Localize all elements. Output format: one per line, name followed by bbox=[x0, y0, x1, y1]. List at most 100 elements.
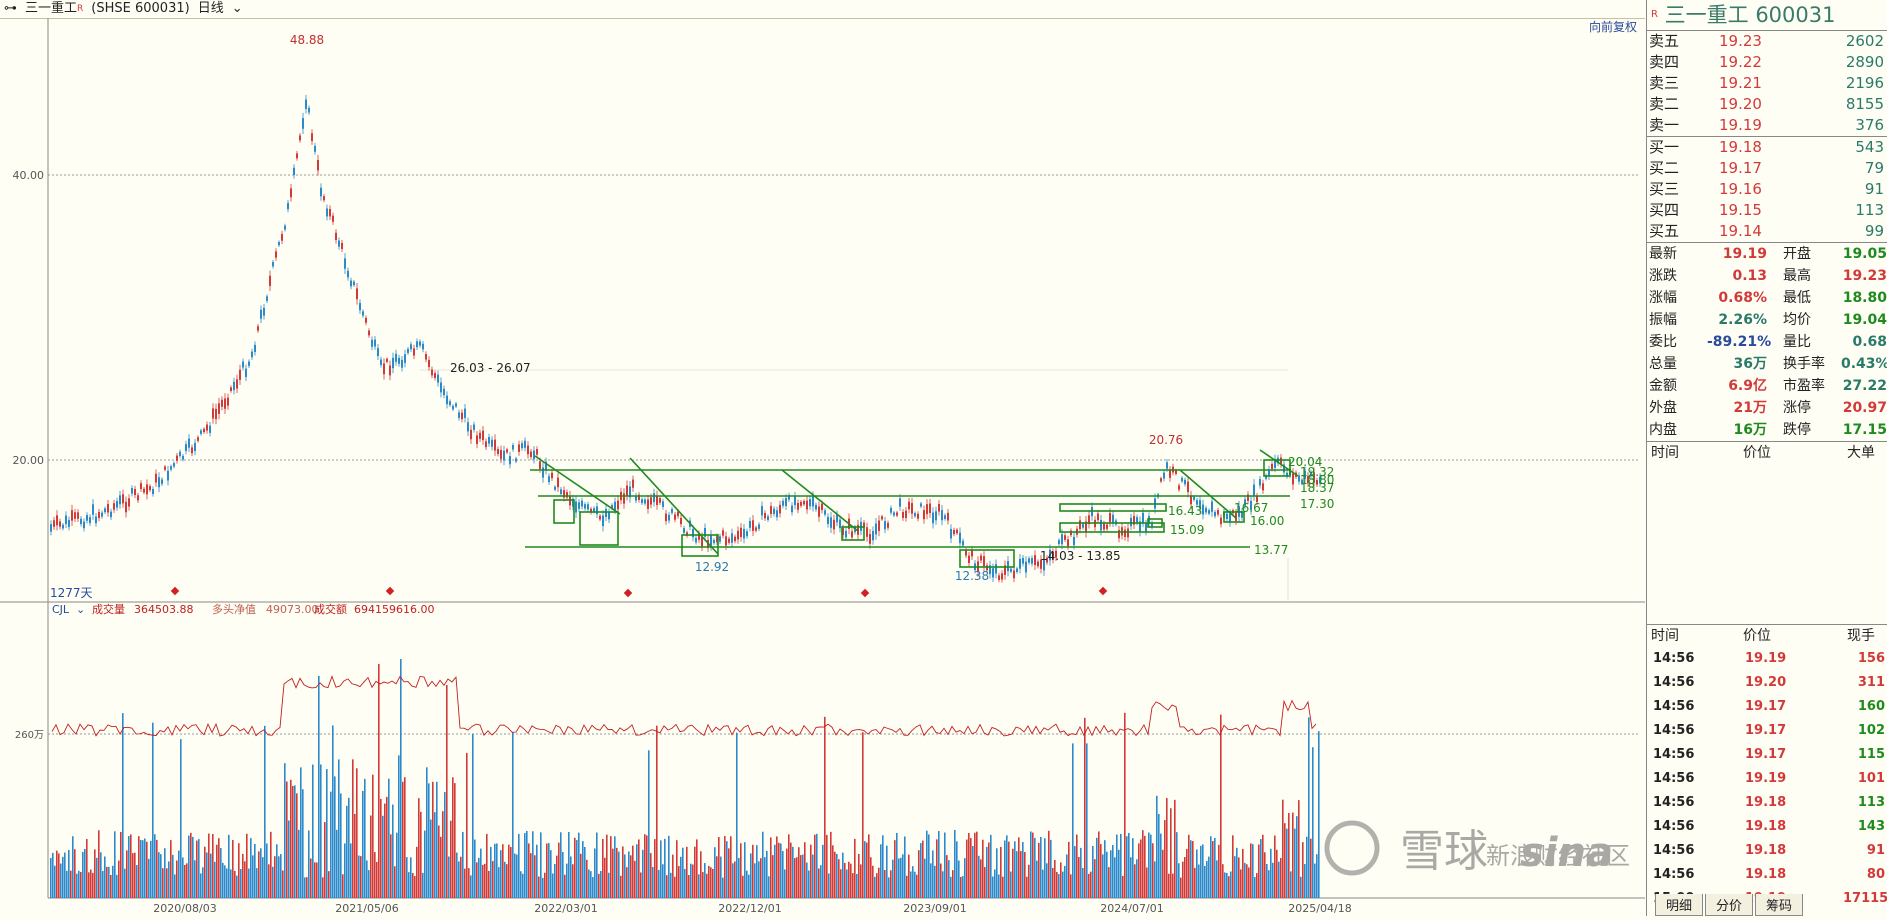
candle-body bbox=[299, 135, 301, 141]
candle-body bbox=[1184, 479, 1186, 485]
candle-body bbox=[1274, 459, 1276, 468]
volume-bar bbox=[1278, 861, 1280, 898]
candle-body bbox=[458, 412, 460, 418]
volume-bar bbox=[466, 752, 468, 898]
panel-tab[interactable]: 筹码 bbox=[1755, 894, 1804, 916]
candle-body bbox=[1127, 528, 1129, 538]
volume-bar bbox=[662, 864, 664, 898]
candle-body bbox=[527, 445, 529, 455]
volume-bar bbox=[564, 874, 566, 898]
volume-bar bbox=[650, 853, 652, 898]
volume-bar bbox=[346, 805, 348, 898]
volume-bar bbox=[1020, 851, 1022, 898]
level-label: 16.00 bbox=[1250, 514, 1284, 528]
volume-bar bbox=[1124, 712, 1126, 898]
candle-body bbox=[323, 196, 325, 201]
volume-bar bbox=[270, 831, 272, 898]
candle-body bbox=[56, 515, 58, 526]
volume-bar bbox=[854, 838, 856, 898]
volume-bar bbox=[1216, 860, 1218, 898]
tick-row: 14:56 19.17 160 bbox=[1653, 699, 1885, 714]
volume-bar bbox=[154, 834, 156, 898]
level-label: 16.67 bbox=[1234, 501, 1268, 515]
vol-indicator[interactable]: CJL bbox=[52, 603, 70, 616]
candle-body bbox=[74, 512, 76, 519]
volume-bar bbox=[520, 871, 522, 898]
volume-bar bbox=[108, 866, 110, 898]
volume-bar bbox=[880, 844, 882, 898]
volume-bar bbox=[158, 852, 160, 898]
volume-bar bbox=[1286, 828, 1288, 898]
volume-bar bbox=[860, 864, 862, 898]
restore-button[interactable]: 向前复权 bbox=[1588, 20, 1637, 34]
volume-bar bbox=[320, 764, 322, 898]
volume-bar bbox=[264, 725, 266, 898]
volume-bar bbox=[458, 861, 460, 898]
volume-bar bbox=[100, 852, 102, 898]
candle-body bbox=[818, 506, 820, 517]
candle-body bbox=[1265, 475, 1267, 479]
candle-body bbox=[650, 497, 652, 505]
candle-body bbox=[407, 348, 409, 353]
volume-bar bbox=[890, 870, 892, 898]
candle-body bbox=[1064, 535, 1066, 540]
trend-lines bbox=[525, 449, 1299, 568]
volume-bar bbox=[826, 834, 828, 898]
candle-body bbox=[968, 555, 970, 564]
volume-bar bbox=[366, 860, 368, 898]
period-dropdown[interactable]: 日线 ⌄ bbox=[197, 1, 243, 16]
volume-bar bbox=[430, 819, 432, 898]
candle-body bbox=[575, 501, 577, 513]
candle-body bbox=[845, 530, 847, 538]
box-7 bbox=[1059, 522, 1165, 533]
volume-bar bbox=[222, 862, 224, 898]
chart-area[interactable]: 40.00 20.00 260万 48.88 26.03 - 26.07 12.… bbox=[0, 18, 1645, 916]
candle-body bbox=[1043, 559, 1045, 571]
volume-bar bbox=[252, 855, 254, 898]
candle-body bbox=[437, 374, 439, 383]
volume-bar bbox=[932, 850, 934, 898]
volume-bar bbox=[1114, 857, 1116, 898]
volume-bar bbox=[688, 875, 690, 898]
candle-body bbox=[1268, 469, 1270, 477]
candle-body bbox=[158, 477, 160, 488]
price-label-40: 40.00 bbox=[13, 169, 45, 182]
candle-body bbox=[113, 503, 115, 510]
volume-bar bbox=[1170, 808, 1172, 898]
volume-bar bbox=[682, 847, 684, 898]
candle-body bbox=[929, 503, 931, 514]
volume-bar bbox=[56, 850, 58, 898]
tick-list[interactable]: 14:56 19.19 156 14:56 19.20 311 14:56 19.17 160 1… bbox=[1647, 647, 1887, 911]
volume-bar bbox=[690, 863, 692, 898]
tick-row: 14:56 19.17 115 bbox=[1653, 747, 1885, 762]
candle-body bbox=[791, 505, 793, 513]
candle-body bbox=[305, 99, 307, 109]
volume-bar bbox=[578, 832, 580, 898]
candle-body bbox=[77, 512, 79, 519]
candle-body bbox=[263, 307, 265, 316]
volume-bar bbox=[1054, 860, 1056, 898]
volume-bar bbox=[1000, 846, 1002, 898]
volume-bar bbox=[640, 872, 642, 898]
candle-body bbox=[602, 515, 604, 527]
volume-bar bbox=[608, 872, 610, 898]
candle-body bbox=[695, 537, 697, 543]
panel-tabs: 明细 分价 筹码 bbox=[1655, 894, 1805, 916]
volume-bar bbox=[684, 868, 686, 898]
volume-bar bbox=[1210, 836, 1212, 898]
panel-tab[interactable]: 分价 bbox=[1705, 894, 1754, 916]
box-9 bbox=[1223, 511, 1245, 523]
line-chart-icon[interactable]: ⊶ bbox=[4, 1, 17, 16]
volume-bar bbox=[442, 811, 444, 898]
range-label-1: 26.03 - 26.07 bbox=[450, 361, 531, 375]
volume-bar bbox=[282, 870, 284, 898]
volume-bar bbox=[602, 839, 604, 898]
kline-chart[interactable]: 40.00 20.00 260万 48.88 26.03 - 26.07 12.… bbox=[0, 18, 1645, 916]
candle-body bbox=[692, 529, 694, 538]
panel-tab[interactable]: 明细 bbox=[1655, 894, 1704, 916]
volume-bar bbox=[1076, 834, 1078, 898]
volume-bar bbox=[680, 856, 682, 898]
tick-row: 14:56 19.18 143 bbox=[1653, 819, 1885, 834]
candle-body bbox=[155, 473, 157, 483]
indicator-chevron-icon[interactable]: ⌄ bbox=[76, 603, 85, 616]
